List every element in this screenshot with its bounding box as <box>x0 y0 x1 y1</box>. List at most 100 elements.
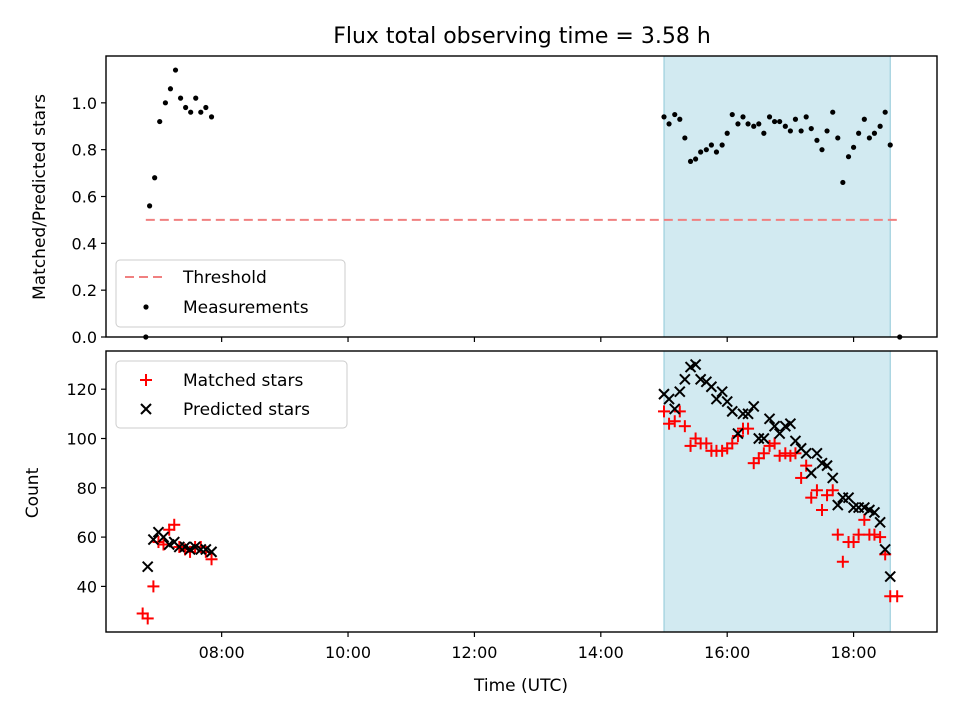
measurement-point <box>882 109 888 115</box>
top-legend: Threshold Measurements <box>115 259 346 328</box>
predicted-star-point <box>742 408 754 420</box>
y-tick-label: 0.6 <box>72 188 97 207</box>
observing-interval-shade <box>663 350 891 633</box>
matched-star-point <box>858 513 871 526</box>
matched-star-point <box>874 531 887 544</box>
predicted-star-point <box>832 499 844 511</box>
measurement-point <box>824 128 830 134</box>
measurement-point <box>203 104 209 111</box>
measurement-point <box>692 156 699 162</box>
matched-star-point <box>847 536 860 549</box>
measurement-point <box>682 135 688 141</box>
bottom-panel: 40 60 80 100 120 08:00 10:00 12:00 14:00 16:00 18… <box>23 350 938 696</box>
matched-star-point <box>784 449 797 462</box>
measurement-point <box>803 114 809 120</box>
predicted-star-point <box>874 516 886 529</box>
predicted-star-point <box>737 408 749 420</box>
predicted-star-point <box>805 467 817 479</box>
predicted-star-point <box>674 385 686 398</box>
y-tick-label: 0.4 <box>72 234 97 253</box>
y-tick-label: 1.0 <box>72 94 97 113</box>
measurement-point <box>866 135 872 141</box>
matched-star-point <box>836 555 849 568</box>
measurement-point <box>814 137 820 143</box>
matched-star-point <box>826 484 839 497</box>
measurement-point <box>871 130 878 136</box>
measurement-point <box>677 116 683 122</box>
predicted-legend-swatch <box>140 403 152 415</box>
matched-star-point <box>716 444 729 457</box>
y-tick-label: 0.8 <box>72 141 97 160</box>
measurement-point <box>840 179 846 186</box>
measurement-point <box>672 111 678 118</box>
matched-star-point <box>700 437 713 450</box>
measurement-point <box>850 144 857 150</box>
predicted-star-point <box>726 405 738 418</box>
bottom-legend-box <box>115 360 348 429</box>
x-tick-label: 10:00 <box>325 643 371 662</box>
measurement-point <box>740 114 746 120</box>
top-legend-box <box>115 259 346 328</box>
matched-star-point <box>757 447 770 460</box>
measurement-point <box>745 121 751 127</box>
measurement-point <box>661 114 667 120</box>
measurement-point <box>787 128 793 134</box>
predicted-star-point <box>705 381 718 393</box>
predicted-star-point <box>784 418 797 430</box>
top-y-axis-label: Matched/Predicted stars <box>30 94 50 300</box>
measurement-point <box>887 142 893 148</box>
bottom-y-axis-label: Count <box>23 467 43 518</box>
predicted-star-point <box>800 447 812 460</box>
predicted-star-point <box>669 403 681 415</box>
predicted-star-point <box>768 420 781 432</box>
measurement-point <box>830 109 836 115</box>
matched-legend-label: Matched stars <box>183 371 303 391</box>
matched-star-point <box>141 612 154 625</box>
matched-star-point <box>810 484 823 497</box>
predicted-star-point <box>679 373 691 386</box>
x-tick-label: 08:00 <box>199 643 245 662</box>
measurement-point <box>208 114 215 120</box>
matched-star-point <box>763 439 776 452</box>
measurement-point <box>698 149 704 155</box>
x-tick-label: 16:00 <box>704 643 750 662</box>
measurement-point <box>792 116 799 122</box>
matched-legend-swatch <box>140 374 152 386</box>
measurement-point <box>177 95 184 101</box>
matched-star-point <box>663 417 676 430</box>
x-tick-label: 14:00 <box>578 643 624 662</box>
measurement-point <box>713 149 720 155</box>
measurement-point <box>188 109 194 115</box>
threshold-legend-label: Threshold <box>182 268 267 288</box>
predicted-star-point <box>147 533 160 546</box>
matched-star-point <box>815 503 828 516</box>
measurement-point <box>666 121 672 127</box>
matched-star-point <box>831 528 844 541</box>
predicted-star-point <box>689 358 702 371</box>
matched-star-point <box>678 420 691 433</box>
matched-star-point <box>805 491 818 504</box>
matched-star-point <box>731 430 744 443</box>
y-tick-label: 0.0 <box>72 328 97 347</box>
measurement-point <box>198 109 204 115</box>
predicted-legend-label: Predicted stars <box>183 400 310 420</box>
y-tick-label: 40 <box>77 577 97 596</box>
predicted-star-point <box>842 491 855 504</box>
bottom-legend: Matched stars Predicted stars <box>115 360 348 429</box>
measurement-point <box>877 123 883 129</box>
predicted-star-point <box>732 427 744 440</box>
bottom-plot-frame <box>105 350 938 633</box>
x-axis-label: Time (UTC) <box>473 676 568 696</box>
x-tick-label: 12:00 <box>451 643 497 662</box>
predicted-star-point <box>879 543 891 556</box>
y-tick-label: 0.2 <box>72 281 97 300</box>
matched-star-point <box>668 415 681 428</box>
predicted-star-point <box>827 472 839 484</box>
predicted-star-point <box>758 432 770 445</box>
measurements-legend-label: Measurements <box>183 298 309 318</box>
predicted-star-point <box>763 413 776 425</box>
predicted-star-point <box>721 395 733 408</box>
measurement-point <box>777 118 783 125</box>
measurement-point <box>861 116 867 122</box>
measurement-point <box>798 128 804 134</box>
